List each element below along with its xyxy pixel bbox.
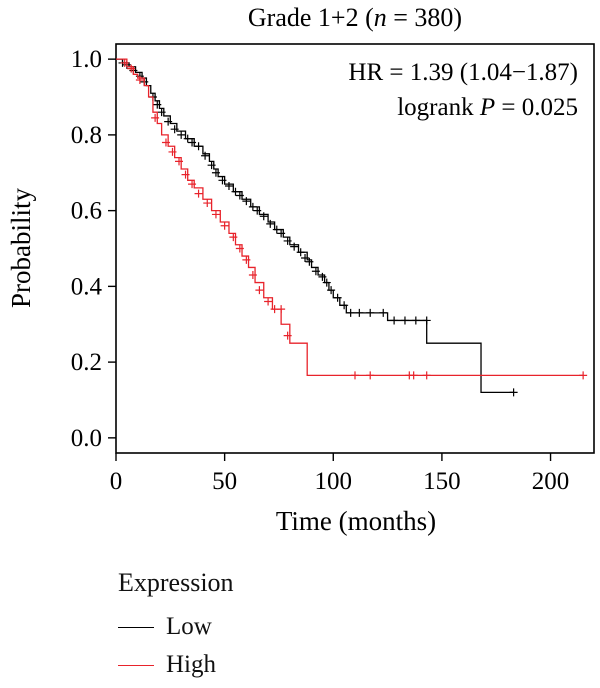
legend-swatch-high (118, 664, 154, 666)
censor-mark-low (301, 253, 310, 262)
series-line-high (116, 58, 584, 377)
censor-mark-high (235, 244, 244, 253)
censor-mark-low (231, 187, 240, 196)
x-tick-label: 0 (110, 468, 123, 495)
censor-mark-low (327, 286, 336, 295)
censor-mark-high (203, 199, 212, 208)
legend: Expression Low High (118, 568, 234, 684)
censor-mark-low (188, 138, 197, 147)
logrank-p-text: logrank P = 0.025 (397, 94, 578, 121)
censor-mark-high (229, 233, 238, 242)
censor-mark-low (346, 308, 355, 317)
censor-mark-high (151, 113, 160, 122)
censor-mark-low (422, 316, 431, 325)
censor-mark-low (379, 308, 388, 317)
censor-mark-low (201, 151, 210, 160)
censor-mark-low (235, 191, 244, 200)
y-axis: 0.0 0.2 0.4 0.6 0.8 1.0 (71, 46, 116, 452)
plot-frame (115, 43, 595, 454)
censor-mark-low (333, 293, 342, 302)
survival-curves (116, 58, 588, 397)
censor-mark-high (579, 371, 588, 380)
chart-title: Grade 1+2 (n = 380) (248, 3, 462, 32)
censor-mark-low (211, 168, 220, 177)
censor-mark-low (177, 130, 186, 139)
censor-mark-low (390, 316, 399, 325)
censor-mark-high (181, 170, 190, 179)
censor-mark-low (277, 229, 286, 238)
censor-mark-low (366, 308, 375, 317)
censor-mark-low (164, 117, 173, 126)
censor-mark-high (255, 286, 264, 295)
censor-mark-high (220, 221, 229, 230)
censor-mark-low (242, 197, 251, 206)
legend-item-low: Low (118, 608, 234, 646)
x-axis-title: Time (months) (276, 506, 436, 536)
censor-mark-low (218, 176, 227, 185)
legend-swatch-low (118, 626, 154, 628)
censor-mark-low (183, 134, 192, 143)
x-tick-label: 150 (423, 468, 461, 495)
censor-mark-high (161, 138, 170, 147)
censor-mark-high (127, 64, 136, 73)
x-tick-label: 200 (532, 468, 570, 495)
y-tick-label: 1.0 (71, 46, 102, 73)
censor-mark-high (351, 371, 359, 380)
censor-mark-low (153, 100, 162, 109)
censor-mark-low (253, 206, 262, 215)
legend-title: Expression (118, 568, 234, 597)
y-tick-label: 0.4 (71, 273, 103, 300)
legend-label-high: High (166, 651, 216, 678)
censor-mark-low (318, 272, 327, 281)
y-axis-title: Probability (6, 188, 36, 308)
y-tick-label: 0.6 (71, 198, 102, 225)
censor-mark-low (248, 202, 257, 211)
x-tick-label: 100 (315, 468, 353, 495)
legend-item-high: High (118, 646, 234, 684)
censor-mark-low (290, 242, 299, 251)
censor-mark-low (194, 142, 203, 151)
censor-mark-low (340, 301, 349, 310)
censor-mark-low (296, 248, 305, 257)
censor-mark-low (170, 125, 179, 134)
censor-mark-high (277, 305, 286, 314)
y-tick-label: 0.8 (71, 122, 102, 149)
censor-mark-low (311, 267, 320, 276)
censor-mark-low (305, 257, 314, 266)
y-tick-label: 0.2 (71, 349, 102, 376)
censor-mark-high (168, 147, 177, 156)
censor-mark-low (283, 236, 292, 245)
censor-mark-low (400, 316, 409, 325)
censor-mark-high (194, 189, 203, 198)
censor-mark-low (266, 219, 275, 228)
censor-mark-low (355, 308, 364, 317)
censor-mark-low (322, 278, 331, 287)
censor-mark-low (259, 212, 268, 221)
censor-mark-high (409, 371, 418, 380)
censor-mark-high (366, 371, 375, 380)
censor-mark-low (509, 388, 518, 397)
x-tick-label: 50 (212, 468, 237, 495)
hazard-ratio-text: HR = 1.39 (1.04−1.87) (348, 59, 578, 86)
censor-mark-low (411, 316, 420, 325)
censor-mark-high (135, 75, 144, 84)
censor-mark-high (211, 210, 220, 219)
y-tick-label: 0.0 (71, 425, 102, 452)
km-chart: Grade 1+2 (n = 380) 0.0 0.2 0.4 0.6 0.8 1.0 0… (6, 3, 595, 536)
censor-mark-low (224, 182, 233, 191)
censor-mark-high (283, 331, 292, 340)
censor-mark-high (242, 255, 251, 264)
censor-mark-high (422, 371, 431, 380)
censor-mark-low (272, 225, 281, 234)
censor-mark-high (120, 58, 129, 67)
censor-mark-low (157, 108, 166, 117)
legend-label-low: Low (166, 613, 212, 640)
censor-mark-high (175, 157, 184, 166)
x-axis: 0 50 100 150 200 (110, 453, 570, 495)
censor-mark-low (207, 161, 216, 170)
censor-mark-high (248, 271, 257, 280)
censor-mark-high (264, 297, 273, 306)
censor-mark-high (188, 180, 197, 189)
